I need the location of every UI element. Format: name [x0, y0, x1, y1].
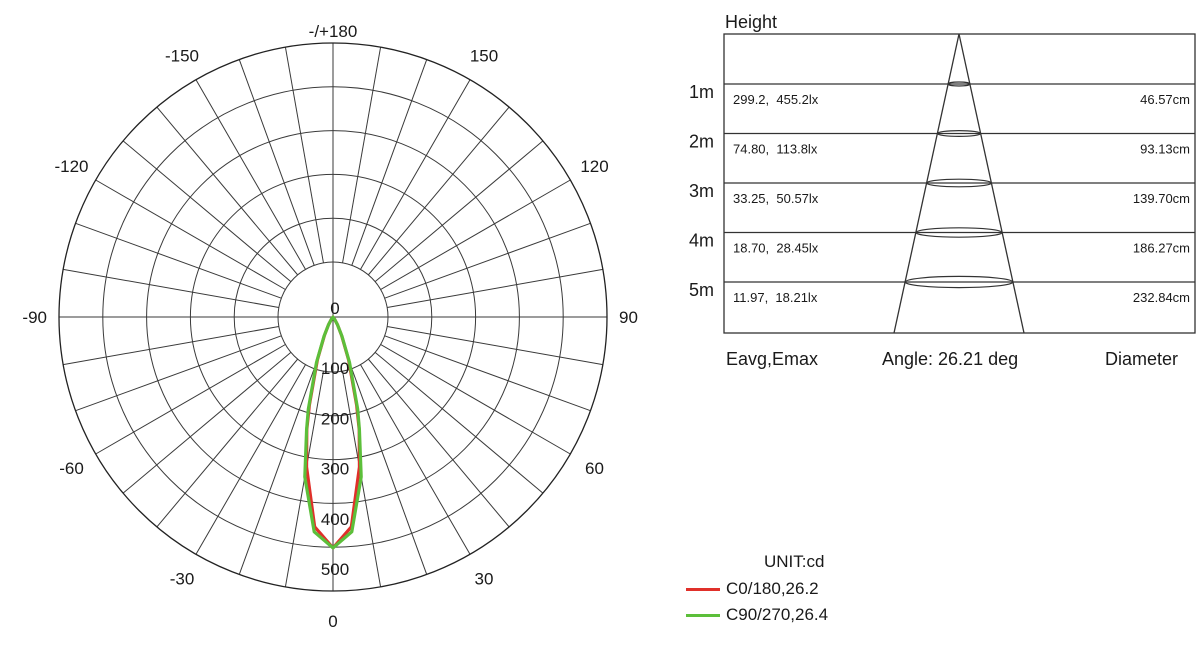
polar-radial-tick-label: 100 — [321, 359, 349, 378]
legend-item-c0-180: C0/180,26.2 — [686, 576, 886, 602]
polar-series-c90-270 — [303, 315, 363, 550]
polar-spoke — [374, 140, 544, 283]
polar-spoke — [374, 351, 544, 494]
cone-row-illuminance: 18.70, 28.45lx — [733, 241, 819, 256]
polar-spoke — [284, 47, 324, 263]
polar-spoke — [360, 364, 471, 555]
legend-label-c90-270: C90/270,26.4 — [726, 605, 829, 624]
cone-table-title: Height — [725, 12, 777, 32]
cone-row-height: 1m — [689, 82, 714, 102]
polar-spoke — [351, 59, 428, 266]
cone-row-diameter: 232.84cm — [1133, 290, 1190, 305]
cone-spot-ellipse — [936, 130, 982, 138]
polar-spoke — [122, 351, 292, 494]
polar-spoke — [380, 179, 571, 290]
polar-angle-label: -30 — [170, 570, 195, 589]
cone-row-height: 5m — [689, 280, 714, 300]
polar-ring — [189, 173, 477, 461]
polar-spoke — [63, 268, 279, 308]
polar-spoke — [63, 326, 279, 366]
polar-angle-label: 30 — [475, 570, 494, 589]
polar-radial-labels: 0 100 200 300 400 500 — [321, 299, 349, 579]
polar-spoke — [384, 222, 591, 299]
polar-ring — [277, 261, 389, 373]
cone-row-illuminance: 11.97, 18.21lx — [733, 290, 818, 305]
polar-spoke — [75, 222, 282, 299]
cone-spot-ellipse — [904, 275, 1014, 289]
chart-legend: UNIT:cd C0/180,26.2 C90/270,26.4 — [686, 552, 886, 628]
cone-row-illuminance: 33.25, 50.57lx — [733, 191, 819, 206]
polar-radial-tick-label: 300 — [321, 460, 349, 479]
polar-radial-tick-label: 500 — [321, 560, 349, 579]
polar-spoke — [156, 106, 299, 276]
cone-footer-angle: Angle: 26.21 deg — [882, 349, 1018, 369]
polar-radial-tick-label: 0 — [330, 299, 339, 318]
polar-spoke — [122, 140, 292, 283]
cone-table-frame — [723, 33, 1196, 334]
polar-spoke — [195, 79, 306, 270]
polar-spoke — [156, 358, 299, 528]
polar-spoke — [238, 59, 315, 266]
polar-angle-label: -/+180 — [309, 22, 358, 41]
polar-angle-label: 90 — [619, 308, 638, 327]
polar-angle-label: 120 — [580, 157, 608, 176]
legend-swatch-c0-180 — [686, 587, 720, 591]
polar-spoke — [384, 335, 591, 412]
legend-swatch-c90-270 — [686, 613, 720, 617]
cone-row-height: 2m — [689, 132, 714, 152]
cone-row-height: 3m — [689, 181, 714, 201]
cone-row-diameter: 186.27cm — [1133, 241, 1190, 256]
polar-spoke — [367, 358, 510, 528]
cone-footer-diameter: Diameter — [1105, 349, 1178, 369]
polar-angle-label: 0 — [328, 612, 337, 631]
cone-row-diameter: 139.70cm — [1133, 191, 1190, 206]
polar-spoke — [195, 364, 306, 555]
cone-footer-eavg-emax: Eavg,Emax — [726, 349, 818, 369]
legend-label-c0-180: C0/180,26.2 — [726, 579, 819, 598]
legend-item-c90-270: C90/270,26.4 — [686, 602, 886, 628]
polar-spoke — [342, 47, 382, 263]
cone-row-illuminance: 299.2, 455.2lx — [733, 92, 819, 107]
polar-spoke — [238, 368, 315, 575]
polar-ring — [233, 217, 433, 417]
polar-grid — [58, 42, 608, 592]
cone-row-diameter: 93.13cm — [1140, 142, 1190, 157]
polar-angle-label: -60 — [59, 459, 84, 478]
cone-spot-ellipse — [915, 227, 1003, 238]
polar-ring — [58, 42, 608, 592]
polar-radial-tick-label: 200 — [321, 410, 349, 429]
polar-radial-tick-label: 400 — [321, 510, 349, 529]
polar-angle-label: -90 — [22, 308, 47, 327]
cone-spot-ellipse — [926, 178, 992, 188]
cone-spot-ellipse — [947, 81, 971, 87]
polar-spoke — [351, 368, 428, 575]
polar-spoke — [95, 179, 286, 290]
polar-spoke — [367, 106, 510, 276]
polar-angle-label: 150 — [470, 47, 498, 66]
polar-spoke — [95, 344, 286, 455]
polar-angle-label: -150 — [165, 47, 199, 66]
unit-label: UNIT:cd — [764, 552, 825, 571]
polar-series — [303, 315, 363, 550]
polar-spoke — [387, 326, 603, 366]
polar-spoke — [360, 79, 471, 270]
polar-spoke — [380, 344, 571, 455]
cone-row-diameter: 46.57cm — [1140, 92, 1190, 107]
illuminance-cone-diagram: Height 1m 299.2, 455.2lx 46.57cm 2m 74.80, 1… — [689, 12, 1196, 369]
polar-spoke — [387, 268, 603, 308]
polar-spoke — [75, 335, 282, 412]
cone-row-height: 4m — [689, 231, 714, 251]
polar-angle-label: 60 — [585, 459, 604, 478]
polar-ring — [146, 130, 520, 504]
polar-angle-label: -120 — [54, 157, 88, 176]
cone-table-rows: 1m 299.2, 455.2lx 46.57cm 2m 74.80, 113.8lx 9… — [689, 82, 1190, 305]
cone-row-illuminance: 74.80, 113.8lx — [733, 142, 818, 157]
